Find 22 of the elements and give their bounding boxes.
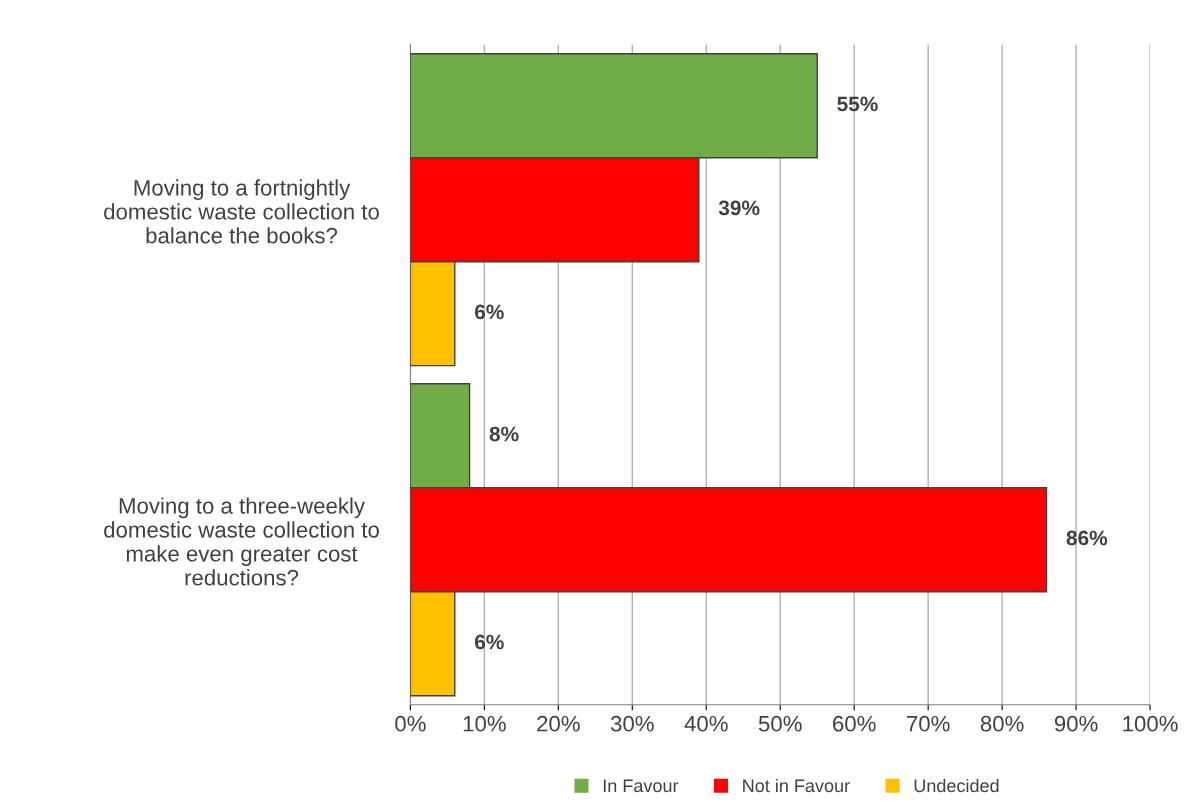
data-label: 86% — [1066, 530, 1108, 546]
x-tick-label: 90% — [1054, 715, 1098, 732]
data-label: 55% — [837, 96, 878, 112]
x-tick-label: 60% — [833, 715, 876, 732]
data-label: 39% — [718, 200, 760, 216]
x-tick-label: 80% — [980, 715, 1024, 732]
x-tick-label: 70% — [907, 715, 950, 732]
x-tick-label: 40% — [684, 715, 728, 732]
data-label: 8% — [489, 426, 519, 442]
x-tick-label: 30% — [610, 715, 654, 732]
y-tick-label: Moving to a three-weekly domestic waste collection to make even greater cost reductions? — [104, 497, 379, 586]
y-tick-label: Moving to a fortnightly domestic waste collection to balance the books? — [104, 179, 379, 244]
data-label: 6% — [474, 304, 504, 320]
x-tick-label: 0% — [395, 715, 426, 732]
legend-label: Not in Favour — [743, 778, 850, 793]
x-tick-label: 10% — [463, 715, 506, 732]
legend-label: Undecided — [914, 778, 999, 793]
x-tick-label: 100% — [1123, 715, 1178, 732]
data-label: 6% — [474, 634, 504, 650]
legend-label: In Favour — [603, 779, 679, 793]
x-tick-label: 50% — [758, 715, 802, 732]
x-tick-label: 20% — [537, 715, 580, 732]
